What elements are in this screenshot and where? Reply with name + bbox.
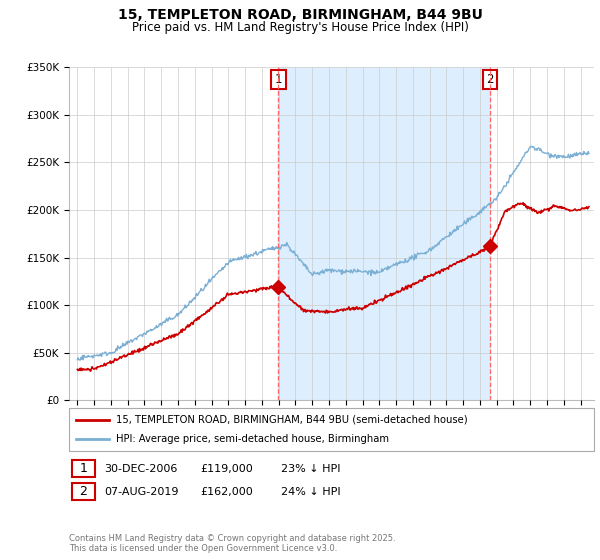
- Text: 07-AUG-2019: 07-AUG-2019: [104, 487, 178, 497]
- Text: Price paid vs. HM Land Registry's House Price Index (HPI): Price paid vs. HM Land Registry's House …: [131, 21, 469, 34]
- Text: HPI: Average price, semi-detached house, Birmingham: HPI: Average price, semi-detached house,…: [116, 434, 389, 444]
- Text: 2: 2: [79, 485, 88, 498]
- Text: 1: 1: [79, 462, 88, 475]
- Bar: [278, 67, 490, 400]
- Text: 24% ↓ HPI: 24% ↓ HPI: [281, 487, 340, 497]
- Text: 15, TEMPLETON ROAD, BIRMINGHAM, B44 9BU: 15, TEMPLETON ROAD, BIRMINGHAM, B44 9BU: [118, 8, 482, 22]
- Text: 2: 2: [486, 73, 494, 86]
- Text: £162,000: £162,000: [200, 487, 253, 497]
- Text: 15, TEMPLETON ROAD, BIRMINGHAM, B44 9BU (semi-detached house): 15, TEMPLETON ROAD, BIRMINGHAM, B44 9BU …: [116, 415, 468, 424]
- Text: 1: 1: [275, 73, 282, 86]
- Text: Contains HM Land Registry data © Crown copyright and database right 2025.
This d: Contains HM Land Registry data © Crown c…: [69, 534, 395, 553]
- Text: 23% ↓ HPI: 23% ↓ HPI: [281, 464, 340, 474]
- Text: 30-DEC-2006: 30-DEC-2006: [104, 464, 177, 474]
- Text: £119,000: £119,000: [200, 464, 253, 474]
